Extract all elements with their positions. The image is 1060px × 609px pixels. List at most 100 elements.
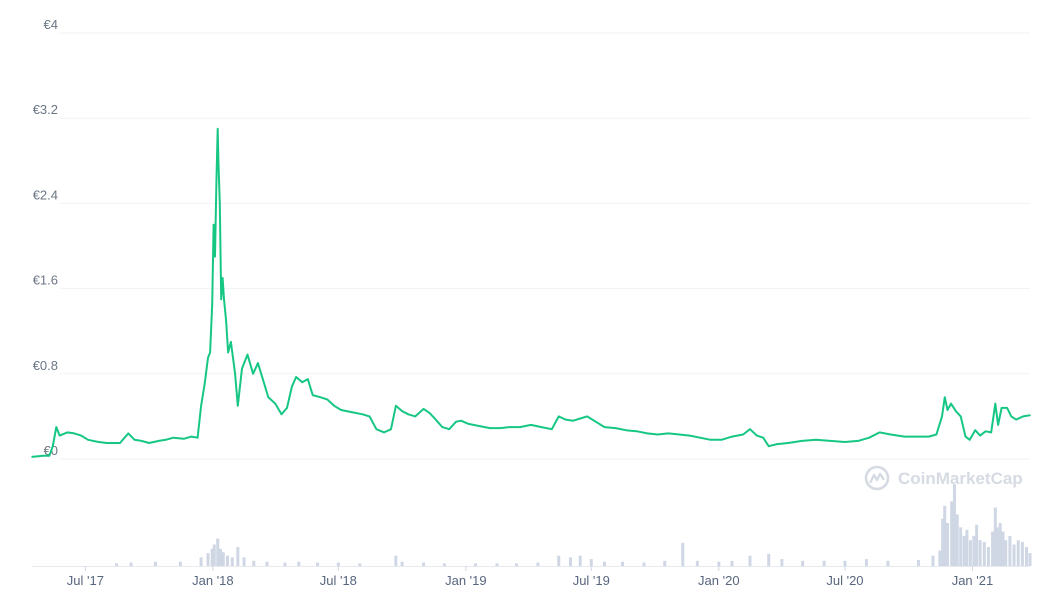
- price-point: [190, 435, 193, 438]
- price-point: [48, 455, 51, 457]
- volume-bar: [589, 559, 593, 566]
- price-point: [756, 434, 758, 437]
- price-point: [990, 431, 992, 434]
- price-point: [829, 440, 832, 442]
- price-point: [119, 442, 121, 444]
- price-point: [551, 428, 553, 431]
- price-point: [395, 405, 397, 407]
- x-tick-label: Jul '19: [573, 573, 610, 588]
- price-point: [414, 415, 417, 418]
- volume-bar: [931, 555, 935, 566]
- price-point: [73, 432, 76, 435]
- volume-bar: [212, 544, 216, 566]
- price-point: [31, 456, 33, 458]
- volume-bar: [950, 501, 954, 566]
- volume-bar: [938, 550, 942, 566]
- price-point: [42, 455, 44, 457]
- volume-bar: [265, 561, 269, 566]
- watermark-label: CoinMarketCap: [898, 469, 1023, 488]
- price-point: [667, 432, 669, 435]
- price-point: [307, 378, 309, 380]
- price-point: [742, 433, 744, 436]
- price-point: [401, 410, 403, 412]
- price-point: [257, 362, 259, 364]
- x-tick-label: Jan '21: [952, 573, 994, 588]
- price-point: [165, 439, 167, 441]
- price-point: [572, 419, 575, 422]
- price-point: [460, 419, 462, 422]
- volume-bar: [216, 538, 220, 566]
- price-point: [964, 435, 967, 438]
- volume-bar: [569, 557, 573, 566]
- price-point: [274, 402, 277, 405]
- price-point: [941, 415, 943, 418]
- volume-bar: [959, 527, 963, 566]
- price-point: [955, 410, 957, 412]
- price-point: [815, 439, 817, 441]
- price-point: [262, 378, 264, 380]
- volume-bar: [886, 560, 890, 566]
- price-point: [326, 398, 329, 401]
- volume-bar: [1028, 553, 1032, 566]
- price-point: [678, 433, 681, 436]
- volume-bar: [230, 557, 234, 566]
- volume-bar: [916, 559, 920, 566]
- price-point: [1029, 414, 1031, 417]
- price-point: [196, 436, 199, 439]
- price-point: [1006, 407, 1008, 409]
- volume-bar: [422, 562, 426, 566]
- price-point: [603, 426, 606, 428]
- price-point: [133, 439, 136, 441]
- x-tick-label: Jan '19: [445, 573, 487, 588]
- price-point: [557, 415, 560, 418]
- volume-bar: [316, 562, 320, 566]
- price-point: [1015, 418, 1017, 421]
- price-point: [878, 431, 881, 434]
- price-point: [227, 351, 229, 354]
- price-point: [1010, 415, 1013, 418]
- price-point: [286, 407, 288, 409]
- price-point: [225, 319, 227, 322]
- price-point: [216, 128, 219, 130]
- volume-bar: [955, 514, 959, 566]
- volume-bar: [283, 562, 287, 566]
- volume-bar: [986, 547, 990, 566]
- volume-bar: [982, 541, 986, 566]
- volume-bar: [495, 563, 499, 566]
- price-point: [319, 396, 322, 399]
- price-point: [217, 160, 220, 162]
- price-point: [241, 367, 243, 370]
- price-point: [221, 277, 224, 279]
- price-point: [311, 394, 314, 396]
- volume-bar: [129, 562, 133, 566]
- volume-bars: [115, 484, 1032, 566]
- price-point: [172, 436, 175, 439]
- price-point: [974, 429, 976, 432]
- price-point: [709, 439, 712, 441]
- price-point: [946, 409, 949, 411]
- price-point: [140, 440, 143, 442]
- price-point: [593, 419, 595, 422]
- price-point: [448, 428, 451, 431]
- volume-bar: [178, 561, 182, 566]
- price-point: [731, 435, 733, 438]
- price-point: [127, 432, 130, 435]
- x-tick-label: Jul '18: [320, 573, 357, 588]
- volume-bar: [400, 561, 404, 566]
- price-point: [219, 202, 221, 205]
- volume-bar: [242, 557, 246, 566]
- price-point: [441, 426, 444, 428]
- price-point: [478, 425, 480, 427]
- price-point: [903, 435, 906, 438]
- price-point: [749, 428, 751, 431]
- volume-bar: [943, 505, 947, 566]
- price-point: [200, 405, 202, 407]
- price-point: [720, 439, 723, 441]
- volume-bar: [153, 561, 157, 566]
- price-point: [350, 411, 353, 413]
- price-point: [183, 438, 185, 440]
- price-point: [212, 223, 215, 226]
- price-point: [80, 434, 82, 437]
- price-point: [979, 434, 981, 437]
- price-point: [928, 435, 930, 438]
